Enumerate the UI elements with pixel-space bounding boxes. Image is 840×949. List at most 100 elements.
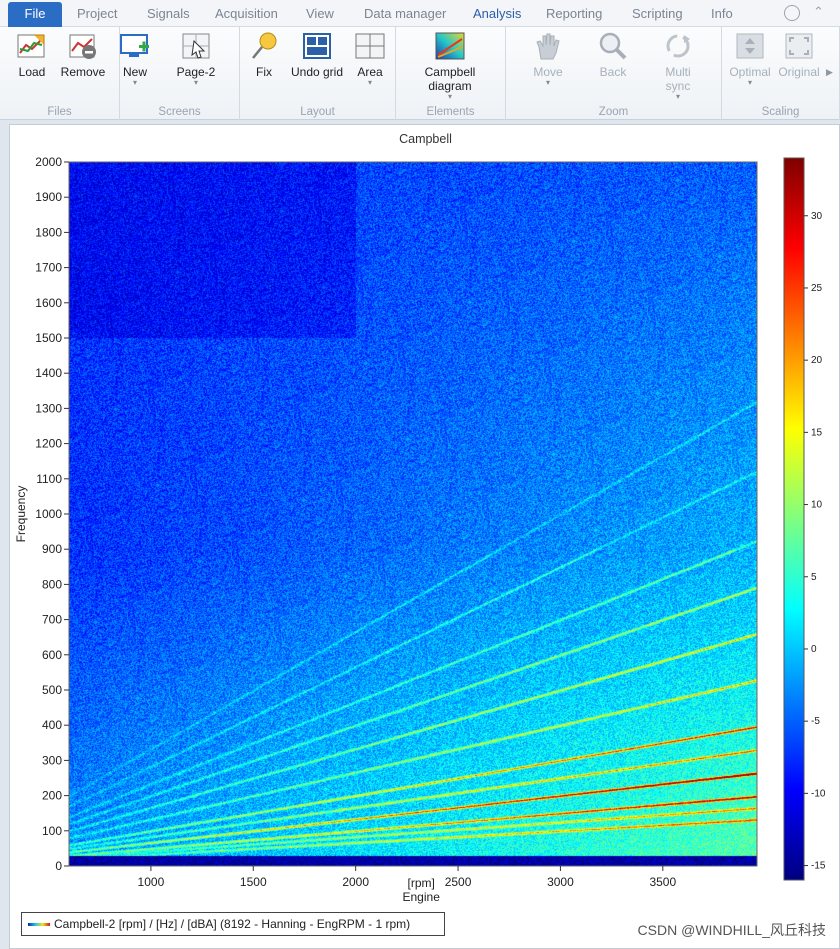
- menu-reporting[interactable]: Reporting: [546, 6, 603, 21]
- colorbar-tick-label: -15: [811, 861, 826, 872]
- ribbon-group-elements: Elements: [396, 27, 506, 120]
- hand-icon: [532, 31, 564, 61]
- colorbar-tick-label: 5: [811, 572, 817, 583]
- ribbon-group-label: Files: [47, 106, 72, 118]
- ribbon-group-screens: Screens: [120, 27, 240, 120]
- y-tick-label: 800: [42, 577, 62, 591]
- menu-file[interactable]: File: [8, 2, 62, 27]
- y-tick-label: 1800: [35, 225, 62, 239]
- ribbon-group-label: Zoom: [598, 106, 629, 118]
- ribbon-button-label: Fix: [256, 65, 272, 79]
- ribbon-button-label: Load: [18, 65, 46, 79]
- page-icon: [180, 31, 212, 61]
- ribbon-group-label: Elements: [426, 106, 475, 118]
- y-tick-label: 1500: [35, 331, 62, 345]
- menu-view[interactable]: View: [306, 6, 334, 21]
- ribbon-group-layout: Layout: [240, 27, 396, 120]
- ribbon-button-label: Optimal: [729, 65, 771, 79]
- y-tick-label: 1700: [35, 261, 62, 275]
- dropdown-arrow-icon: ▾: [132, 78, 137, 87]
- colorbar-tick-label: 0: [811, 644, 817, 655]
- optimal-button[interactable]: Optimal ▾: [726, 31, 774, 87]
- dropdown-arrow-icon: ▾: [193, 78, 198, 87]
- grid-icon: [301, 31, 333, 61]
- ribbon-button-label: Original: [778, 65, 820, 79]
- new-screen-button[interactable]: New ▾: [113, 31, 157, 87]
- y-tick-label: 400: [42, 718, 62, 732]
- menu-analysis[interactable]: Analysis: [473, 6, 522, 21]
- x-tick-label: 2500: [445, 875, 472, 889]
- ribbon-group-zoom: Zoom: [506, 27, 722, 120]
- dropdown-arrow-icon: ▾: [367, 78, 372, 87]
- remove-button[interactable]: Remove: [58, 31, 108, 79]
- menu-bar: File Project Signals Acquisition View Data ma…: [0, 0, 840, 27]
- y-tick-label: 200: [42, 789, 62, 803]
- y-tick-label: 500: [42, 683, 62, 697]
- ribbon-button-label: New: [122, 65, 147, 79]
- load-icon: [16, 31, 48, 61]
- campbell-chart[interactable]: 0100200300400500600700800900100011001200…: [10, 125, 839, 948]
- ribbon-button-label: Remove: [60, 65, 106, 79]
- pin-icon: [248, 31, 280, 61]
- colorbar-tick-label: 30: [811, 211, 823, 222]
- ribbon-button-label: Campbell: [424, 65, 476, 79]
- back-button[interactable]: Back: [590, 31, 636, 79]
- y-tick-label: 1000: [35, 507, 62, 521]
- x-tick-label: 3500: [649, 875, 676, 889]
- zoom-back-icon: [597, 31, 629, 61]
- campbell-diagram-button[interactable]: Campbell diagram ▾: [414, 31, 486, 101]
- menu-data-manager[interactable]: Data manager: [364, 6, 447, 21]
- ribbon-button-label: Page-2: [176, 65, 216, 79]
- legend-text: Campbell-2 [rpm] / [Hz] / [dBA] (8192 - …: [54, 917, 411, 931]
- y-tick-label: 1300: [35, 401, 62, 415]
- new-screen-icon: [119, 31, 151, 61]
- colorbar-tick-label: 20: [811, 355, 823, 366]
- watermark: CSDN @WINDHILL_风丘科技: [637, 922, 826, 938]
- load-button[interactable]: Load: [10, 31, 54, 79]
- ribbon-button-label: Move: [533, 65, 563, 79]
- multi-sync-icon: [662, 31, 694, 61]
- colorbar-tick-label: -5: [811, 716, 820, 727]
- area-button[interactable]: Area ▾: [350, 31, 390, 87]
- y-tick-label: 700: [42, 613, 62, 627]
- page-button[interactable]: Page-2 ▾: [170, 31, 222, 87]
- x-axis-label: Engine: [403, 890, 441, 904]
- multi-sync-button[interactable]: Multi sync ▾: [652, 31, 704, 101]
- y-tick-label: 100: [42, 824, 62, 838]
- x-axis-unit: [rpm]: [408, 876, 435, 890]
- menu-info[interactable]: Info: [711, 6, 733, 21]
- move-button[interactable]: Move ▾: [524, 31, 572, 87]
- menu-signals[interactable]: Signals: [147, 6, 190, 21]
- original-button[interactable]: Original: [776, 31, 822, 79]
- menu-acquisition[interactable]: Acquisition: [215, 6, 278, 21]
- x-tick-label: 1000: [138, 875, 165, 889]
- ribbon-button-label: Area: [357, 65, 383, 79]
- y-tick-label: 1400: [35, 366, 62, 380]
- ribbon-scroll-right-icon[interactable]: ▶: [826, 67, 833, 77]
- menu-project[interactable]: Project: [77, 6, 118, 21]
- colorbar: [783, 157, 805, 881]
- optimal-icon: [734, 31, 766, 61]
- legend: Campbell-2 [rpm] / [Hz] / [dBA] (8192 - …: [21, 912, 445, 936]
- dropdown-arrow-icon: ▾: [447, 92, 452, 101]
- menu-scripting[interactable]: Scripting: [632, 6, 683, 21]
- fix-button[interactable]: Fix: [244, 31, 284, 79]
- ribbon-group-label: Layout: [300, 106, 335, 118]
- dropdown-arrow-icon: ▾: [747, 78, 752, 87]
- ribbon: Files Screens Layout Elements Zoom Scaling Loa…: [0, 27, 840, 120]
- ribbon-group-files: Files: [0, 27, 120, 120]
- ribbon-button-label: Back: [599, 65, 627, 79]
- y-tick-label: 1900: [35, 190, 62, 204]
- y-tick-label: 1100: [36, 472, 62, 486]
- original-icon: [783, 31, 815, 61]
- help-icon[interactable]: [784, 5, 800, 21]
- undo-grid-button[interactable]: Undo grid: [288, 31, 346, 79]
- x-tick-label: 2000: [342, 875, 369, 889]
- legend-swatch: [28, 923, 50, 926]
- ribbon-button-label-2: sync: [665, 79, 691, 93]
- collapse-ribbon-icon[interactable]: ⌃: [813, 4, 824, 19]
- ribbon-button-label: Multi: [665, 65, 691, 79]
- chart-panel: Campbell 0 100 200 300 400 500 600 700 800 900 100…: [9, 124, 840, 949]
- y-tick-label: 1600: [35, 296, 62, 310]
- y-tick-label: 900: [42, 542, 62, 556]
